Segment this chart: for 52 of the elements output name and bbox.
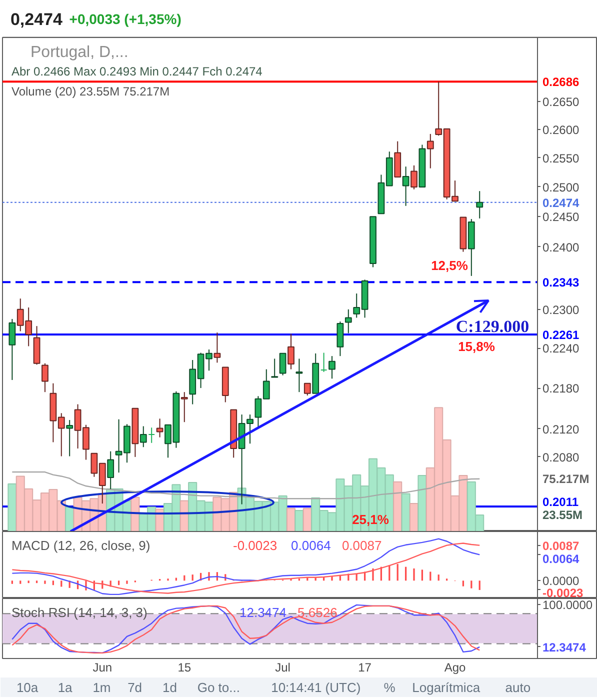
text: auto xyxy=(505,680,531,695)
y-tick-label: 12.3474 xyxy=(542,640,586,654)
y2-tick-label: 75.217M xyxy=(542,472,590,486)
ref-line-label: 0.2343 xyxy=(542,276,580,290)
y-tick-label: 0.2650 xyxy=(542,94,580,109)
text: Go to... xyxy=(197,680,240,695)
y-tick-label: 100.0000 xyxy=(542,598,593,612)
x-tick-label: 15 xyxy=(178,660,192,674)
text: % xyxy=(384,680,396,695)
chart-subtitle: +0,0033 (+1,35%) xyxy=(69,11,182,27)
annotation: 0.0064 xyxy=(291,538,331,553)
x-tick-label: Jun xyxy=(92,660,112,674)
annotation: 0.0087 xyxy=(342,538,382,553)
y-tick-label: 0.2600 xyxy=(542,122,580,137)
annotation: -0.0023 xyxy=(233,538,278,553)
y-tick-label: 0.0064 xyxy=(542,552,580,566)
y-tick-label: 0.2450 xyxy=(542,210,580,224)
text: Logarítmica xyxy=(412,680,481,695)
y-tick-label: 0.2300 xyxy=(542,302,580,317)
y-tick-label: 0.2180 xyxy=(542,382,580,396)
text: 10a xyxy=(16,680,39,695)
y-tick-label: 0.2500 xyxy=(542,180,580,194)
annotation: 12,5% xyxy=(431,258,468,273)
ref-line-label: 0.2474 xyxy=(542,196,580,210)
y-tick-label: 0.0000 xyxy=(542,574,580,588)
y-tick-label: 0.2400 xyxy=(542,240,580,254)
y-tick-label: 0.2550 xyxy=(542,151,580,166)
x-tick-label: 17 xyxy=(358,660,372,674)
chart-title: 0,2474 xyxy=(10,10,64,29)
text: 1a xyxy=(58,680,74,695)
annotation: Abr 0.2466 Max 0.2493 Min 0.2447 Fch 0.2474 xyxy=(12,64,263,78)
annotation: 15,8% xyxy=(458,339,496,354)
text: 7d xyxy=(128,680,142,695)
text: 1m xyxy=(92,680,111,695)
ref-line-label: 0.2686 xyxy=(542,75,580,90)
y-tick-label: 0.2080 xyxy=(542,450,580,464)
y-tick-label: 0.0087 xyxy=(542,538,580,553)
y-tick-label: 0.2240 xyxy=(542,342,580,356)
x-tick-label: Ago xyxy=(444,660,466,674)
annotation: Volume (20) 23.55M 75.217M xyxy=(12,84,170,98)
annotation: C:129.000 xyxy=(456,317,530,336)
text: 1d xyxy=(162,680,177,695)
x-tick-label: Jul xyxy=(275,660,290,674)
y-tick-label: 0.2120 xyxy=(542,422,580,436)
ref-line-label: 0.2011 xyxy=(542,494,579,509)
chart-title: MACD (12, 26, close, 9) xyxy=(12,538,150,553)
y2-tick-label: 23.55M xyxy=(542,508,583,522)
y-tick-label: -0.0023 xyxy=(542,586,584,600)
annotation: Portugal, D,... xyxy=(30,44,128,61)
ref-line-label: 0.2261 xyxy=(542,328,580,342)
text: 10:14:41 (UTC) xyxy=(271,680,361,695)
annotation: 25,1% xyxy=(352,512,390,527)
